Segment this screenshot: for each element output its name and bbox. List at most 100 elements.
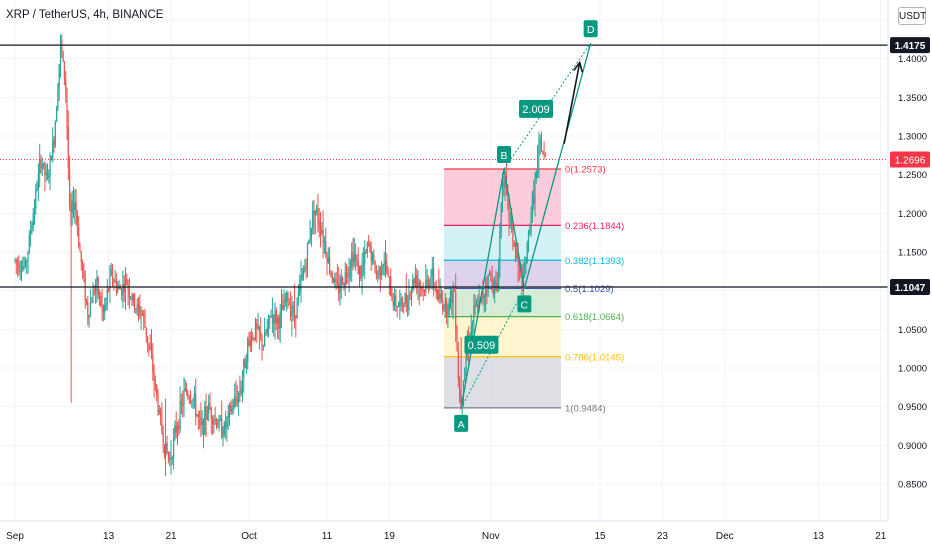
candle-body [87, 301, 89, 319]
candle-body [524, 271, 526, 277]
price-tick-label: 0.8500 [898, 480, 927, 491]
candle-body [325, 241, 327, 255]
candle-body [379, 267, 381, 276]
candle-body [539, 138, 541, 145]
candle-body [343, 284, 345, 287]
candle-body [440, 294, 442, 301]
candle-body [397, 306, 400, 308]
candle-body [67, 126, 69, 169]
candle-body [310, 227, 312, 239]
candle-body [235, 396, 237, 399]
candle-body [19, 270, 21, 272]
candle-body [449, 290, 452, 299]
candle-body [465, 353, 467, 369]
candle-body [409, 294, 411, 296]
candle-body [123, 284, 125, 292]
candle-body [231, 405, 233, 413]
candle-body [249, 340, 251, 346]
candle-body [160, 410, 162, 417]
pattern-point-badge [454, 414, 469, 432]
candle-body [446, 300, 448, 315]
candle-body [238, 393, 240, 403]
time-tick-label: 21 [165, 531, 177, 542]
pattern-ratio-label: 2.009 [522, 104, 550, 116]
candle-body [373, 253, 375, 261]
candle-body [223, 423, 225, 435]
candle-body [295, 315, 297, 319]
candle-body [204, 406, 206, 435]
candle-body [417, 282, 419, 286]
candle-body [288, 303, 290, 306]
candle-body [135, 309, 137, 311]
candle-body [23, 265, 25, 267]
fib-level-label: 0.236(1.1844) [565, 221, 624, 232]
candle-body [54, 122, 56, 146]
candle-body [92, 290, 94, 303]
time-tick-label: 21 [875, 531, 887, 542]
candle-body [18, 263, 20, 272]
time-tick-label: Dec [716, 531, 734, 542]
pattern-point-label: C [521, 299, 529, 311]
candle-body [209, 402, 211, 409]
candle-body [171, 457, 173, 460]
candle-body [486, 289, 488, 291]
candle-body [366, 243, 368, 253]
candle-body [394, 295, 396, 307]
candle-body [228, 405, 231, 413]
candle-body [91, 302, 93, 304]
candle-body [368, 243, 370, 244]
candle-body [184, 388, 186, 391]
candle-body [360, 266, 362, 279]
candle-body [39, 159, 41, 174]
candle-body [252, 336, 254, 338]
candle-body [152, 354, 154, 373]
candle-body [206, 413, 208, 420]
candle-body [537, 158, 539, 173]
candle-body [435, 287, 437, 295]
currency-unit-button[interactable]: USDT [898, 7, 926, 25]
candle-body [318, 221, 320, 227]
candle-body [256, 323, 258, 329]
candle-body [538, 144, 540, 159]
candle-body [143, 313, 145, 317]
pattern-point-badge [583, 20, 598, 38]
pattern-point-label: D [587, 24, 595, 36]
pattern-ratio-label: 0.509 [468, 340, 496, 352]
candle-body [485, 289, 487, 296]
candle-body [477, 303, 479, 310]
candle-body [431, 268, 433, 277]
candle-body [306, 243, 309, 268]
candle-body [262, 346, 264, 348]
candle-body [178, 425, 180, 429]
candle-body [66, 89, 68, 127]
candle-body [202, 420, 205, 435]
candle-body [188, 397, 190, 399]
candle-body [280, 305, 283, 313]
candle-body [474, 305, 476, 307]
candle-body [63, 61, 65, 79]
time-axis-background [0, 521, 888, 550]
candle-body [179, 401, 181, 429]
candle-body [342, 277, 344, 285]
candle-body [136, 304, 138, 310]
candle-body [388, 276, 390, 278]
candle-body [529, 231, 531, 233]
candle-body [278, 317, 280, 329]
candle-body [182, 403, 184, 406]
candle-body [75, 202, 77, 215]
candle-body [48, 175, 50, 178]
fib-level-label: 0.618(1.0664) [565, 312, 624, 323]
candle-body [381, 273, 383, 276]
fib-zone [444, 225, 561, 261]
candle-body [254, 323, 257, 339]
chart-title: XRP / TetherUS, 4h, BINANCE [6, 9, 164, 21]
pattern-ratio-badge [519, 99, 554, 118]
candle-body [483, 295, 485, 298]
candle-body [193, 393, 195, 399]
candle-body [118, 287, 120, 289]
candle-body [217, 426, 219, 428]
candle-body [514, 246, 517, 252]
candle-body [110, 269, 112, 276]
candle-body [132, 294, 134, 301]
